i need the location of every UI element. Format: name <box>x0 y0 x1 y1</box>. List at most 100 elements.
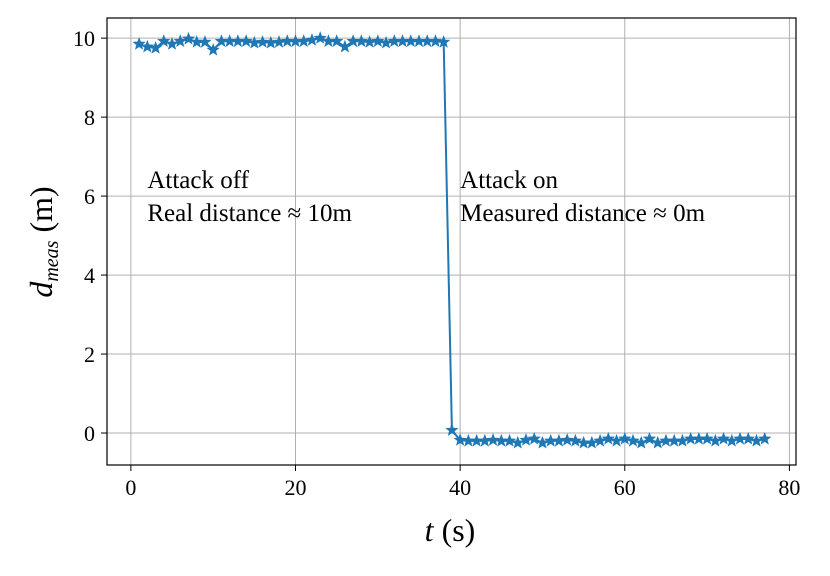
y-label-sub: meas <box>41 240 63 281</box>
star-marker <box>428 34 443 47</box>
star-marker <box>231 34 245 47</box>
x-tick-label: 40 <box>449 475 471 500</box>
star-marker <box>453 433 467 446</box>
y-tick-label: 8 <box>84 105 95 130</box>
star-marker <box>576 435 591 449</box>
plot-frame <box>106 17 797 466</box>
star-marker <box>264 35 278 49</box>
y-label-symbol: d <box>23 281 59 298</box>
star-marker <box>708 433 722 447</box>
star-marker <box>609 433 624 447</box>
star-marker <box>223 34 237 47</box>
star-marker <box>214 34 229 47</box>
star-marker <box>420 34 434 47</box>
star-marker <box>758 431 772 445</box>
star-marker <box>642 431 657 445</box>
y-tick-label: 2 <box>84 342 95 367</box>
x-label-symbol: t <box>425 512 435 548</box>
star-marker <box>618 431 632 445</box>
star-marker <box>157 34 171 47</box>
x-tick-label: 0 <box>125 475 136 500</box>
star-marker <box>313 31 327 44</box>
star-marker <box>601 431 615 445</box>
star-marker <box>272 35 286 48</box>
star-marker <box>700 431 714 445</box>
star-marker <box>338 39 352 53</box>
star-marker <box>206 42 220 56</box>
x-tick-label: 60 <box>614 475 636 500</box>
star-marker <box>181 31 196 45</box>
star-marker <box>502 433 517 447</box>
annotation: Measured distance ≈ 0m <box>460 200 705 227</box>
star-marker <box>165 37 179 50</box>
star-marker <box>716 431 731 445</box>
star-marker <box>667 433 681 447</box>
y-tick-label: 6 <box>84 184 95 209</box>
star-marker <box>354 34 369 47</box>
star-marker <box>741 431 755 445</box>
star-marker <box>560 433 574 446</box>
star-marker <box>387 34 401 47</box>
star-marker <box>469 433 484 447</box>
star-marker <box>675 433 690 447</box>
star-marker <box>190 35 204 48</box>
star-marker <box>683 431 698 445</box>
star-marker <box>527 431 541 445</box>
star-marker <box>437 35 451 48</box>
star-marker <box>140 39 154 53</box>
star-marker <box>634 435 648 449</box>
annotation: Attack off <box>147 167 249 194</box>
x-axis-label: t (s) <box>425 512 476 548</box>
star-marker <box>494 433 508 447</box>
star-marker <box>749 433 764 447</box>
star-marker <box>297 34 311 47</box>
star-marker <box>330 34 344 47</box>
star-marker <box>148 41 163 54</box>
star-marker <box>255 35 270 48</box>
y-axis-label: dmeas (m) <box>23 186 63 297</box>
star-marker <box>346 34 360 47</box>
star-marker <box>305 33 319 46</box>
star-marker <box>692 431 706 445</box>
annotation: Attack on <box>460 167 558 194</box>
y-tick-label: 0 <box>84 421 95 446</box>
star-marker <box>478 433 492 447</box>
star-marker <box>280 34 294 47</box>
star-marker <box>568 433 583 447</box>
star-marker <box>288 34 303 47</box>
star-marker <box>626 433 640 447</box>
y-label-unit: (m) <box>23 186 59 232</box>
star-marker <box>412 34 426 47</box>
data-line <box>138 37 765 444</box>
star-marker <box>132 37 146 50</box>
star-marker <box>445 423 459 436</box>
star-marker <box>511 435 525 449</box>
star-marker <box>239 34 253 47</box>
star-marker <box>395 34 410 47</box>
star-marker <box>404 34 418 47</box>
star-marker <box>173 34 187 47</box>
star-marker <box>725 433 739 447</box>
x-tick-label: 80 <box>778 475 800 500</box>
star-marker <box>371 34 385 47</box>
x-label-unit: (s) <box>442 512 476 548</box>
star-marker <box>486 433 500 446</box>
star-marker <box>519 433 533 446</box>
star-marker <box>247 35 262 49</box>
star-marker <box>651 435 665 449</box>
annotation: Real distance ≈ 10m <box>147 200 352 227</box>
star-marker <box>593 433 607 447</box>
star-marker <box>461 433 476 447</box>
y-tick-label: 10 <box>73 26 95 51</box>
star-marker <box>733 431 747 445</box>
star-marker <box>544 433 558 447</box>
star-marker <box>321 34 336 47</box>
star-marker <box>379 35 393 49</box>
star-marker <box>552 433 566 447</box>
star-marker <box>585 435 599 449</box>
star-marker <box>659 433 673 447</box>
star-marker <box>362 35 377 48</box>
star-marker <box>535 435 550 449</box>
star-marker <box>198 35 212 48</box>
